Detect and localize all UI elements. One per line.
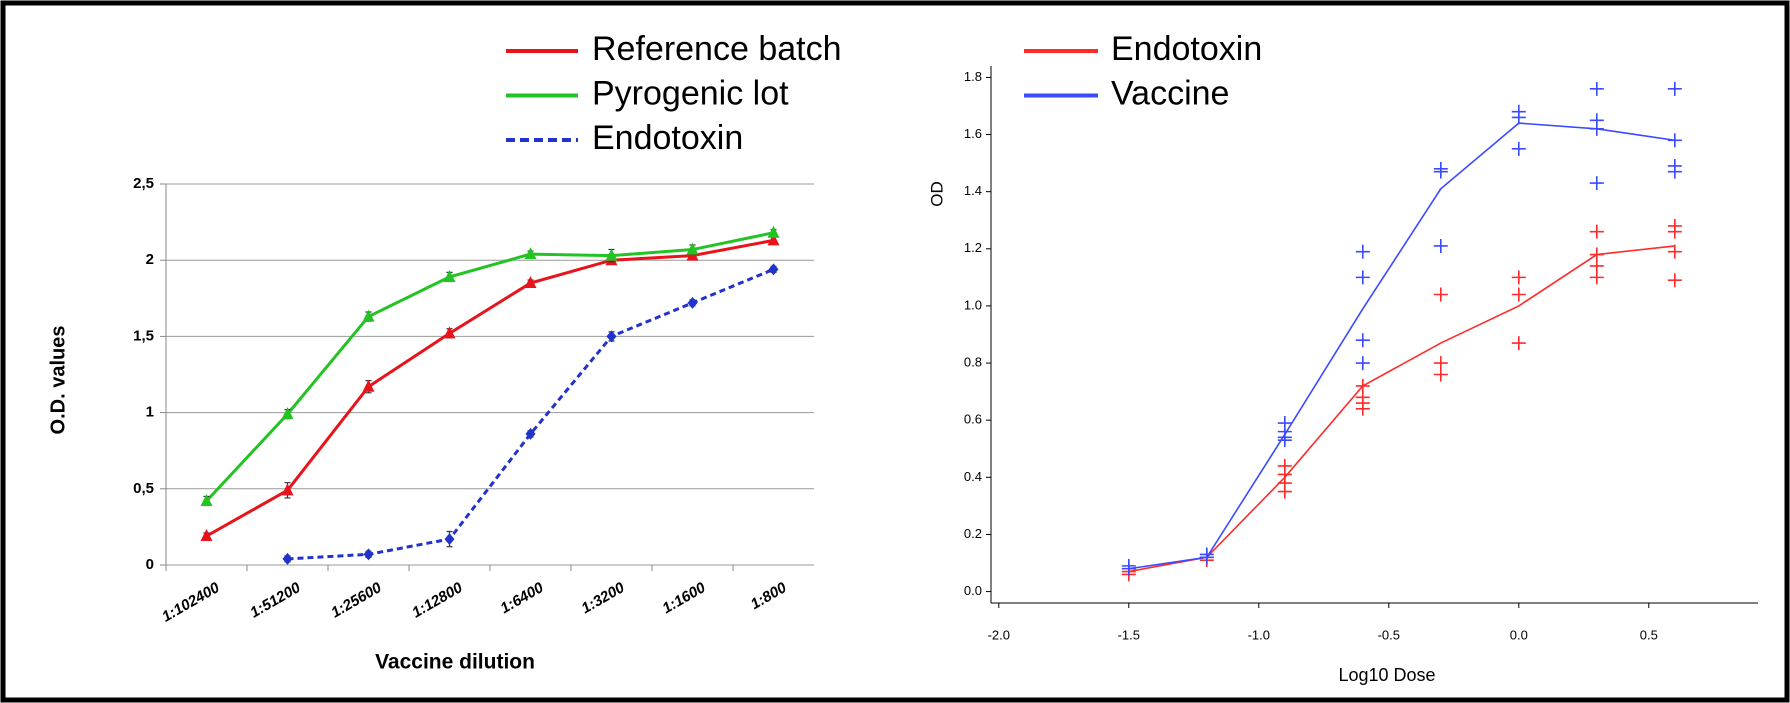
y-tick-label: 2 xyxy=(146,251,154,268)
series-line xyxy=(205,231,774,503)
replicate-point xyxy=(1589,81,1604,96)
replicate-point xyxy=(1511,336,1526,351)
replicate-point xyxy=(1121,558,1136,573)
marker xyxy=(687,296,698,309)
replicate-point xyxy=(1355,244,1370,259)
y-tick-label: 0,5 xyxy=(133,480,154,497)
replicate-point xyxy=(1433,367,1448,382)
y-tick-label: 0.8 xyxy=(964,355,982,370)
x-tick-label: -2.0 xyxy=(988,627,1010,642)
marker xyxy=(281,483,294,496)
replicate-point xyxy=(1511,110,1526,125)
replicate-point xyxy=(1355,356,1370,371)
x-tick-label: -1.0 xyxy=(1248,627,1270,642)
marker xyxy=(767,225,780,238)
x-axis-title: Log10 Dose xyxy=(1338,665,1435,685)
legend-label: Endotoxin xyxy=(592,119,743,157)
replicate-point xyxy=(1433,287,1448,302)
y-tick-label: 0.4 xyxy=(964,469,982,484)
y-tick-label: 1.4 xyxy=(964,183,982,198)
replicate-point xyxy=(1667,133,1682,148)
replicate-point xyxy=(1589,176,1604,191)
replicate-point xyxy=(1277,484,1292,499)
series-line xyxy=(205,238,774,538)
x-axis-title: Vaccine dilution xyxy=(375,651,535,674)
marker xyxy=(525,427,536,440)
marker xyxy=(606,330,617,343)
replicate-point xyxy=(1667,244,1682,259)
series-line xyxy=(1128,245,1675,573)
marker xyxy=(362,379,375,392)
y-tick-label: 0 xyxy=(146,556,154,573)
marker xyxy=(362,309,375,322)
y-tick-label: 0.6 xyxy=(964,412,982,427)
marker xyxy=(686,242,699,255)
legend-label: Vaccine xyxy=(1111,74,1229,112)
replicate-point xyxy=(1667,224,1682,239)
marker xyxy=(443,269,456,282)
replicate-point xyxy=(1511,141,1526,156)
legend-label: Endotoxin xyxy=(1111,30,1262,68)
marker xyxy=(200,529,213,542)
replicate-point xyxy=(1589,270,1604,285)
marker xyxy=(444,533,455,546)
replicate-point xyxy=(1667,273,1682,288)
replicate-point xyxy=(1667,164,1682,179)
marker xyxy=(524,247,537,260)
legend-label: Reference batch xyxy=(592,30,842,68)
x-tick-label: 0.5 xyxy=(1640,627,1658,642)
replicate-point xyxy=(1355,270,1370,285)
marker xyxy=(524,276,537,289)
replicate-point xyxy=(1667,81,1682,96)
y-tick-label: 1,5 xyxy=(133,327,154,344)
replicate-point xyxy=(1589,121,1604,136)
y-tick-label: 1.0 xyxy=(964,297,982,312)
marker xyxy=(363,548,374,561)
y-tick-label: 0.2 xyxy=(964,526,982,541)
y-tick-label: 0.0 xyxy=(964,583,982,598)
y-tick-label: 2,5 xyxy=(133,175,154,192)
legend-label: Pyrogenic lot xyxy=(592,74,789,112)
replicate-point xyxy=(1511,287,1526,302)
replicate-point xyxy=(1511,270,1526,285)
marker xyxy=(768,263,779,276)
x-tick-label: 0.0 xyxy=(1510,627,1528,642)
marker xyxy=(443,326,456,339)
x-tick-label: -0.5 xyxy=(1378,627,1400,642)
marker xyxy=(200,493,213,506)
replicate-point xyxy=(1433,164,1448,179)
marker xyxy=(281,407,294,420)
y-axis-title: OD xyxy=(927,181,946,207)
replicate-point xyxy=(1589,224,1604,239)
marker xyxy=(767,233,780,246)
series-line xyxy=(1128,122,1675,570)
replicate-point xyxy=(1433,238,1448,253)
y-tick-label: 1.2 xyxy=(964,240,982,255)
y-axis-title: O.D. values xyxy=(47,326,69,435)
y-tick-label: 1 xyxy=(146,404,154,421)
replicate-point xyxy=(1355,333,1370,348)
marker xyxy=(605,248,618,261)
marker xyxy=(282,552,293,565)
x-tick-label: -1.5 xyxy=(1118,627,1140,642)
y-tick-label: 1.8 xyxy=(964,69,982,84)
replicate-point xyxy=(1355,401,1370,416)
replicate-point xyxy=(1277,433,1292,448)
replicate-point xyxy=(1199,547,1214,562)
y-tick-label: 1.6 xyxy=(964,126,982,141)
